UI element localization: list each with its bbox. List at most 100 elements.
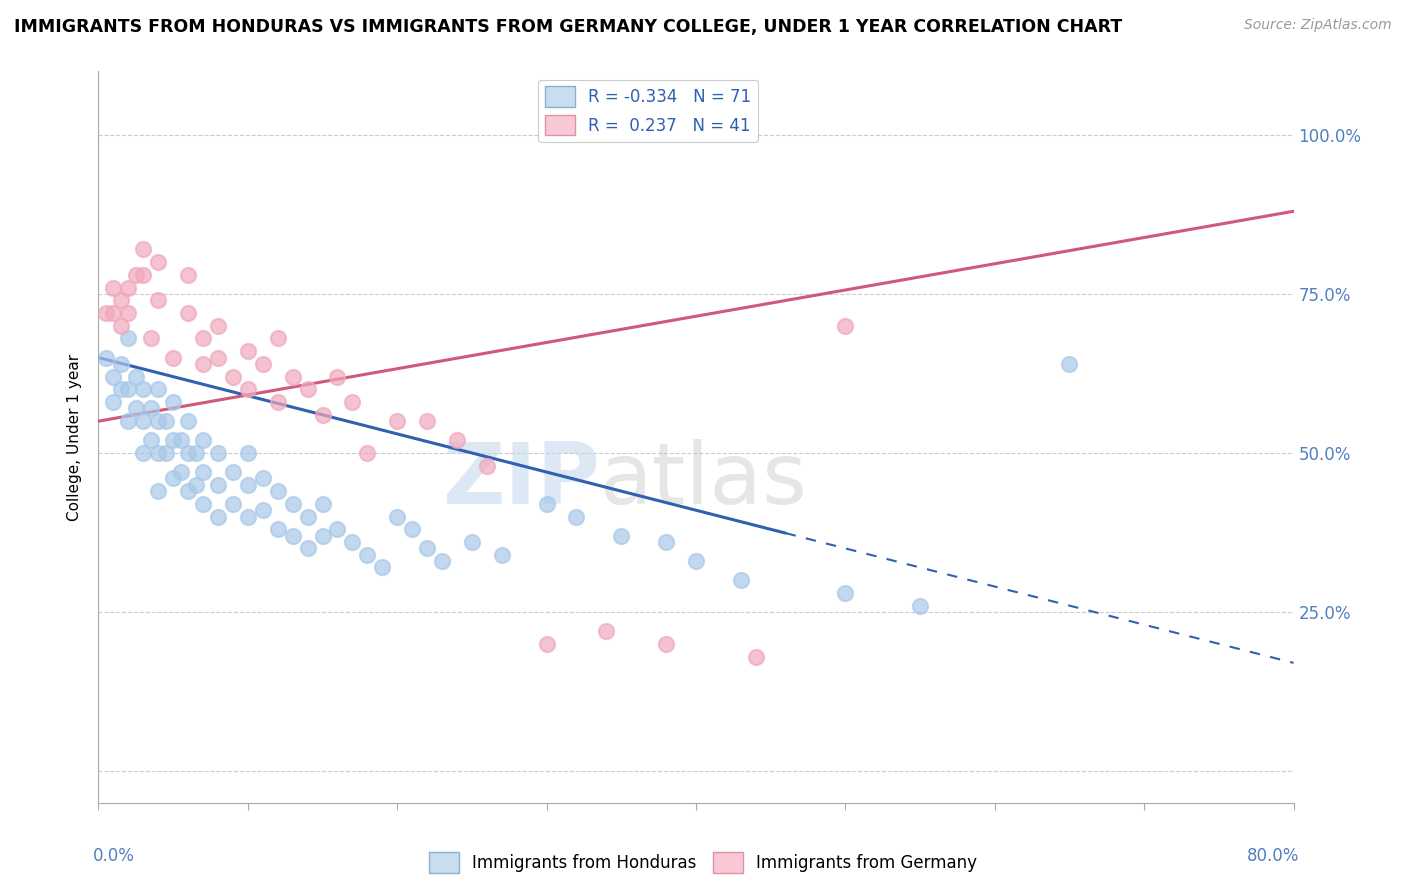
Point [730,573,752,587]
Legend: Immigrants from Honduras, Immigrants from Germany: Immigrants from Honduras, Immigrants fro… [422,846,984,880]
Text: 0.0%: 0.0% [93,847,135,864]
Point [132,268,155,282]
Point [177,484,200,499]
Point [94,306,117,320]
Point [222,497,245,511]
Point [491,548,513,562]
Point [236,344,259,359]
Point [103,395,125,409]
Y-axis label: College, Under 1 year: College, Under 1 year [67,353,83,521]
Point [281,529,304,543]
Text: Source: ZipAtlas.com: Source: ZipAtlas.com [1244,18,1392,32]
Point [536,497,558,511]
Point [342,535,364,549]
Point [191,497,214,511]
Point [125,268,148,282]
Point [385,509,409,524]
Point [139,331,162,345]
Point [191,357,214,371]
Point [655,637,678,651]
Point [125,401,148,416]
Point [342,395,364,409]
Point [148,484,170,499]
Point [110,293,132,308]
Point [117,306,139,320]
Point [236,509,259,524]
Point [148,383,170,397]
Point [416,541,439,556]
Point [461,535,484,549]
Point [475,458,498,473]
Point [222,465,245,479]
Point [132,446,155,460]
Point [252,357,274,371]
Point [685,554,707,568]
Point [297,541,319,556]
Point [191,331,214,345]
Point [610,529,633,543]
Text: 80.0%: 80.0% [1247,847,1299,864]
Point [103,280,125,294]
Point [162,351,184,365]
Point [139,434,162,448]
Point [252,503,274,517]
Point [267,331,290,345]
Point [1059,357,1081,371]
Point [117,383,139,397]
Point [430,554,453,568]
Point [177,414,200,428]
Point [169,465,191,479]
Point [110,318,132,333]
Point [267,395,290,409]
Point [117,331,139,345]
Point [207,509,229,524]
Point [177,268,200,282]
Point [94,351,117,365]
Point [326,369,349,384]
Point [416,414,439,428]
Point [595,624,617,638]
Point [207,477,229,491]
Point [177,306,200,320]
Point [132,414,155,428]
Point [655,535,678,549]
Point [267,484,290,499]
Point [207,318,229,333]
Point [222,369,245,384]
Point [139,401,162,416]
Point [236,477,259,491]
Point [162,471,184,485]
Point [356,548,378,562]
Text: ZIP: ZIP [443,440,600,523]
Point [148,255,170,269]
Point [311,408,333,422]
Point [117,414,139,428]
Point [834,318,856,333]
Point [401,522,423,536]
Point [148,446,170,460]
Point [326,522,349,536]
Point [908,599,931,613]
Text: IMMIGRANTS FROM HONDURAS VS IMMIGRANTS FROM GERMANY COLLEGE, UNDER 1 YEAR CORREL: IMMIGRANTS FROM HONDURAS VS IMMIGRANTS F… [14,18,1122,36]
Point [125,369,148,384]
Point [177,446,200,460]
Point [311,497,333,511]
Text: atlas: atlas [600,440,808,523]
Point [297,383,319,397]
Point [207,351,229,365]
Point [311,529,333,543]
Point [385,414,409,428]
Point [132,243,155,257]
Point [356,446,378,460]
Point [267,522,290,536]
Point [236,446,259,460]
Point [117,280,139,294]
Point [169,434,191,448]
Point [184,477,207,491]
Point [191,434,214,448]
Point [446,434,468,448]
Point [536,637,558,651]
Point [236,383,259,397]
Point [110,383,132,397]
Point [371,560,394,574]
